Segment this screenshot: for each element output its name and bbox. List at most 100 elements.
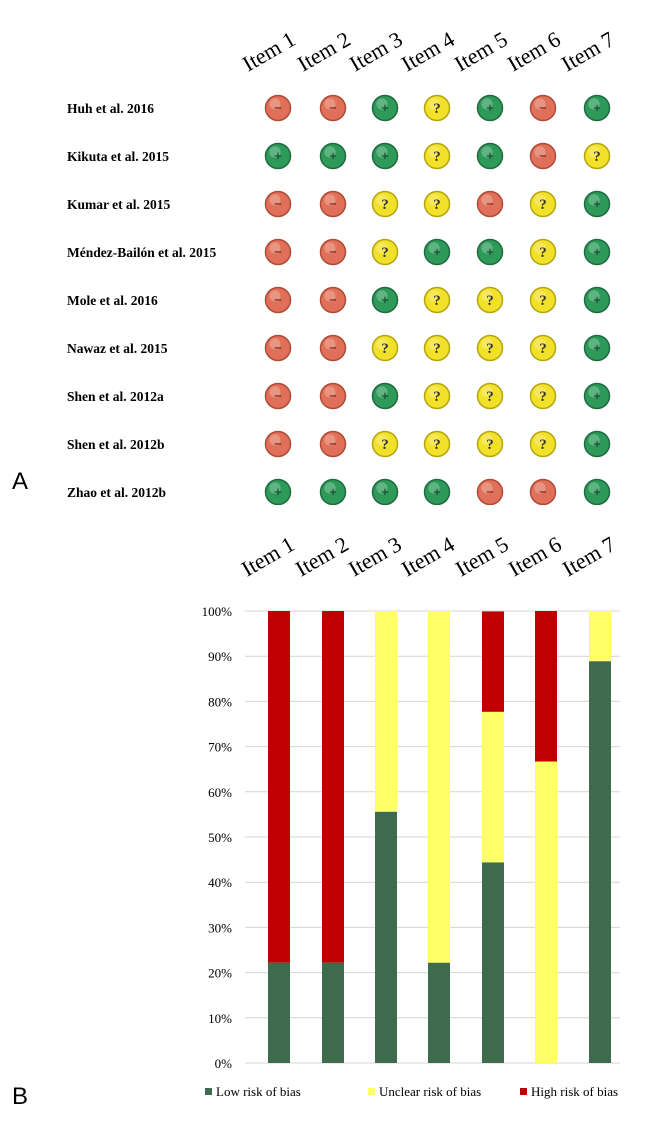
legend-label-unclear-risk-of-bias: Unclear risk of bias: [379, 1084, 481, 1099]
column-header-item-4: Item 4: [397, 26, 459, 76]
rating-symbol: −: [539, 102, 547, 117]
rating-symbol: ?: [486, 437, 494, 453]
rating-unclear-circle: ?: [529, 286, 557, 314]
rating-symbol: ?: [539, 389, 547, 405]
legend-swatch-low-risk-of-bias: [205, 1088, 212, 1095]
rating-low-circle: +: [583, 430, 611, 458]
rating-symbol: ?: [486, 389, 494, 405]
rating-low-circle: +: [264, 478, 292, 506]
rating-unclear-circle: ?: [423, 286, 451, 314]
y-tick-label: 90%: [208, 649, 232, 664]
category-label-item-3: Item 3: [344, 531, 406, 581]
rating-symbol: ?: [539, 437, 547, 453]
rating-high-circle: −: [264, 94, 292, 122]
rating-unclear-circle: ?: [423, 190, 451, 218]
rating-symbol: +: [274, 150, 282, 165]
rating-low-circle: +: [423, 478, 451, 506]
bar-unclear-risk-of-bias-item-4: [428, 611, 450, 963]
rating-low-circle: +: [371, 478, 399, 506]
bar-unclear-risk-of-bias-item-5: [482, 711, 504, 863]
rating-high-circle: −: [319, 94, 347, 122]
rating-symbol: +: [593, 438, 601, 453]
y-tick-label: 30%: [208, 920, 232, 935]
rating-low-circle: +: [319, 142, 347, 170]
category-label-item-2: Item 2: [291, 531, 353, 581]
rating-low-circle: +: [583, 94, 611, 122]
rating-symbol: +: [433, 246, 441, 261]
rating-symbol: ?: [539, 197, 547, 213]
category-label-item-4: Item 4: [397, 531, 459, 581]
rating-high-circle: −: [319, 430, 347, 458]
rating-symbol: −: [329, 390, 337, 405]
rating-high-circle: −: [529, 94, 557, 122]
study-label: Kikuta et al. 2015: [67, 149, 169, 164]
rating-symbol: −: [329, 342, 337, 357]
rating-symbol: +: [486, 246, 494, 261]
study-label: Mole et al. 2016: [67, 293, 158, 308]
study-label: Nawaz et al. 2015: [67, 341, 168, 356]
rating-high-circle: −: [319, 334, 347, 362]
rating-low-circle: +: [264, 142, 292, 170]
rating-unclear-circle: ?: [476, 382, 504, 410]
y-tick-label: 40%: [208, 875, 232, 890]
rating-low-circle: +: [423, 238, 451, 266]
rating-symbol: +: [593, 246, 601, 261]
rating-high-circle: −: [529, 142, 557, 170]
legend-label-low-risk-of-bias: Low risk of bias: [216, 1084, 301, 1099]
study-label: Shen et al. 2012a: [67, 389, 164, 404]
study-label: Kumar et al. 2015: [67, 197, 170, 212]
study-label: Méndez-Bailón et al. 2015: [67, 245, 216, 260]
rating-low-circle: +: [583, 382, 611, 410]
rating-symbol: +: [433, 486, 441, 501]
rating-unclear-circle: ?: [423, 430, 451, 458]
rating-symbol: +: [593, 486, 601, 501]
rating-symbol: ?: [433, 341, 441, 357]
rating-low-circle: +: [371, 94, 399, 122]
category-label-item-1: Item 1: [237, 531, 299, 581]
rating-low-circle: +: [583, 334, 611, 362]
bar-unclear-risk-of-bias-item-3: [375, 611, 397, 812]
rating-symbol: +: [274, 486, 282, 501]
risk-of-bias-summary: Item 1 Item 2 Item 3 Item 4 Item 5 Item 6 Item…: [0, 0, 650, 506]
study-label: Shen et al. 2012b: [67, 437, 165, 452]
rating-symbol: ?: [433, 197, 441, 213]
column-header-item-2: Item 2: [293, 26, 355, 76]
bar-high-risk-of-bias-item-5: [482, 611, 504, 712]
y-tick-label: 50%: [208, 830, 232, 845]
bar-low-risk-of-bias-item-2: [322, 962, 344, 1063]
rating-symbol: +: [593, 342, 601, 357]
rating-symbol: +: [381, 150, 389, 165]
rating-symbol: +: [593, 390, 601, 405]
rating-unclear-circle: ?: [423, 94, 451, 122]
y-tick-label: 10%: [208, 1011, 232, 1026]
rating-symbol: ?: [433, 389, 441, 405]
rating-symbol: ?: [381, 197, 389, 213]
rating-low-circle: +: [371, 382, 399, 410]
rating-symbol: ?: [539, 293, 547, 309]
rating-symbol: ?: [433, 149, 441, 165]
rating-symbol: −: [539, 150, 547, 165]
rating-low-circle: +: [371, 142, 399, 170]
rating-high-circle: −: [264, 334, 292, 362]
rating-unclear-circle: ?: [371, 430, 399, 458]
rating-unclear-circle: ?: [583, 142, 611, 170]
rating-symbol: −: [274, 438, 282, 453]
rating-high-circle: −: [476, 190, 504, 218]
y-tick-label: 60%: [208, 785, 232, 800]
rating-high-circle: −: [264, 430, 292, 458]
rating-unclear-circle: ?: [529, 238, 557, 266]
rating-symbol: −: [329, 102, 337, 117]
rating-low-circle: +: [476, 94, 504, 122]
rating-symbol: −: [274, 198, 282, 213]
rating-unclear-circle: ?: [529, 430, 557, 458]
rating-low-circle: +: [476, 142, 504, 170]
rating-unclear-circle: ?: [371, 190, 399, 218]
column-header-item-3: Item 3: [345, 26, 407, 76]
bar-unclear-risk-of-bias-item-6: [535, 761, 557, 1063]
rating-high-circle: −: [476, 478, 504, 506]
rating-symbol: +: [381, 102, 389, 117]
rating-high-circle: −: [319, 190, 347, 218]
rating-symbol: +: [381, 486, 389, 501]
rating-symbol: −: [329, 246, 337, 261]
